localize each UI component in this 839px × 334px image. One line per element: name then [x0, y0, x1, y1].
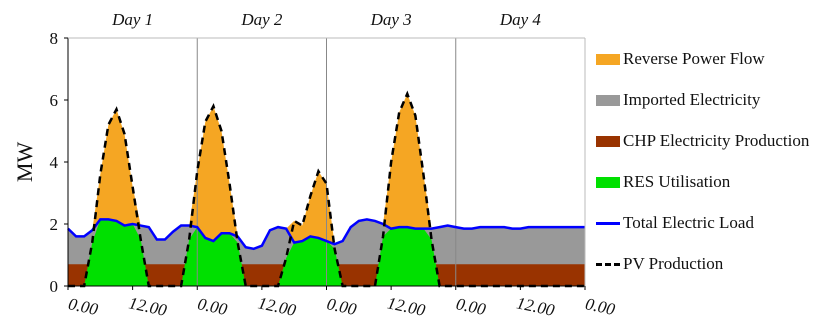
x-tick-label: 0.00	[584, 294, 618, 319]
axes: 0 2 4 6 8 MW 0.00 12.00 0.00 12.00 0.00 12.00 0.00 12…	[12, 10, 617, 320]
y-tick-label: 4	[50, 153, 59, 172]
y-tick-label: 0	[50, 277, 59, 296]
day-label: Day 2	[240, 10, 283, 29]
legend-swatch-imported-electricity	[596, 94, 620, 106]
legend-swatch-chp-electricity-production	[596, 135, 620, 147]
legend-label-imported-electricity: Imported Electricity	[623, 90, 761, 109]
total-electric-load-line	[67, 218, 585, 251]
x-tick-label: 12.00	[515, 293, 557, 320]
legend-label-chp-electricity-production: CHP Electricity Production	[623, 131, 810, 150]
x-tick-label: 12.00	[127, 293, 169, 320]
legend-item-pv-production: PV Production	[596, 254, 723, 274]
day-label: Day 4	[499, 10, 542, 29]
day-label: Day 1	[111, 10, 153, 29]
x-tick-label: 0.00	[196, 294, 230, 319]
legend-item-total-electric-load: Total Electric Load	[596, 213, 754, 233]
legend-swatch-reverse-power-flow	[596, 53, 620, 65]
legend-item-chp-electricity-production: CHP Electricity Production	[596, 131, 809, 151]
y-tick-label: 8	[50, 29, 59, 48]
legend-swatch-pv-production	[596, 262, 620, 266]
y-tick-label: 2	[50, 215, 59, 234]
legend-item-imported-electricity: Imported Electricity	[596, 90, 760, 110]
legend-label-total-electric-load: Total Electric Load	[623, 213, 754, 232]
x-tick-label: 0.00	[454, 294, 488, 319]
y-tick-label: 6	[50, 91, 59, 110]
x-tick-label: 12.00	[256, 293, 298, 320]
legend-label-pv-production: PV Production	[623, 254, 724, 273]
legend-label-res-utilisation: RES Utilisation	[623, 172, 731, 191]
day-label: Day 3	[370, 10, 412, 29]
legend-item-res-utilisation: RES Utilisation	[596, 172, 730, 192]
x-tick-label: 0.00	[325, 294, 359, 319]
plot-area	[67, 38, 585, 288]
legend-label-reverse-power-flow: Reverse Power Flow	[623, 49, 765, 68]
x-tick-label: 0.00	[67, 294, 101, 319]
legend-swatch-res-utilisation	[596, 176, 620, 188]
y-axis-title: MW	[12, 142, 37, 183]
legend-item-reverse-power-flow: Reverse Power Flow	[596, 49, 765, 69]
x-tick-label: 12.00	[386, 293, 428, 320]
legend-swatch-total-electric-load	[596, 221, 620, 225]
